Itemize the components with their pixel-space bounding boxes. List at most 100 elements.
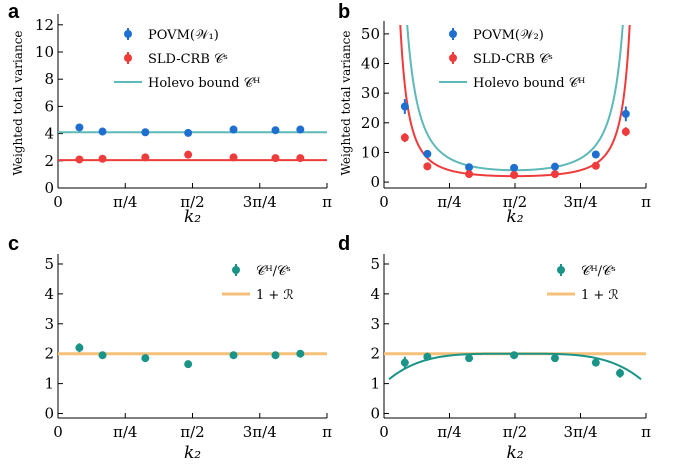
x-tick-label: 3π/4 [243,193,277,211]
legend-label: POVM(𝒲₁) [148,28,219,43]
y-tick-label: 4 [44,285,54,303]
panel-b: b 0 10 20 30 40 50 0 π/4 π/2 3π/4 π k₂ Weighted total… [338,1,651,227]
x-axis-label-d: k₂ [506,443,523,463]
y-tick-label: 0 [44,405,54,423]
panel-a: a 0 2 4 6 8 10 12 0 π/4 π/2 3π/4 π k₂ Weighted total v… [8,1,332,227]
data-point [229,153,238,162]
y-tick-label: 10 [361,143,380,161]
data-point [465,163,474,172]
y-tick-label: 3 [44,315,54,333]
legend-marker [232,266,240,274]
data-point [184,150,193,159]
y-tick-label: 4 [44,125,54,143]
x-tick-label: π/4 [437,423,461,441]
legend-label: POVM(𝒲₂) [473,28,544,43]
data-point [271,154,280,163]
y-tick-label: 5 [370,255,380,273]
data-point [141,153,150,162]
legend-label: SLD-CRB 𝒞ˢ [473,52,553,67]
x-tick-label: π [322,193,332,211]
y-axis-label-a: Weighted total variance [11,30,25,175]
legend-marker [449,30,457,38]
x-tick-label: 3π/4 [564,193,598,211]
data-point [98,154,107,163]
data-point [75,123,84,132]
data-point [271,126,280,135]
y-tick-label: 1 [44,375,54,393]
data-point [400,102,409,111]
x-axis-label-b: k₂ [506,207,523,227]
legend-marker [124,30,132,38]
data-point [184,360,193,369]
data-point [98,351,107,360]
x-tick-label: 3π/4 [564,423,598,441]
data-point [550,354,559,363]
panel-label-c: c [8,233,19,255]
y-tick-label: 10 [35,43,54,61]
data-point [98,127,107,136]
y-tick-label: 2 [44,152,54,170]
x-axis-label-a: k₂ [184,207,201,227]
data-point [550,162,559,171]
legend-label: 𝒞ᴴ/𝒞ˢ [581,264,616,279]
data-point [591,358,600,367]
data-point [621,109,630,118]
data-point [296,349,305,358]
data-point [75,155,84,164]
data-point [271,351,280,360]
data-point [510,351,519,360]
legend-label: 1 + ℛ [256,288,294,303]
x-tick-label: π/2 [503,423,527,441]
y-tick-label: 2 [370,345,380,363]
data-point [229,351,238,360]
data-point [465,170,474,179]
x-tick-label: π/4 [437,193,461,211]
y-tick-label: 40 [361,55,380,73]
data-point [465,354,474,363]
data-point [423,352,432,361]
y-tick-label: 0 [44,179,54,197]
y-tick-label: 6 [44,97,54,115]
data-point [550,170,559,179]
y-tick-label: 1 [370,375,380,393]
data-point [400,133,409,142]
legend-marker [557,266,565,274]
data-point [400,358,409,367]
y-tick-label: 0 [370,173,380,191]
data-point [296,154,305,163]
panel-c: c 0 1 2 3 4 5 0 π/4 π/2 3π/4 π k₂ 𝒞ᴴ/𝒞ˢ 1 + ℛ [8,233,332,463]
legend-marker [449,54,457,62]
y-tick-label: 2 [44,345,54,363]
data-point [141,128,150,137]
data-point [510,163,519,172]
x-tick-label: 0 [379,423,389,441]
legend-marker [124,54,132,62]
x-tick-label: π/2 [503,193,527,211]
panel-d: d 0 1 2 3 4 5 0 π/4 π/2 3π/4 π k₂ 𝒞ᴴ/𝒞ˢ 1 + ℛ [338,233,651,463]
x-tick-label: π/2 [180,193,204,211]
x-tick-label: π [641,423,651,441]
x-axis-label-c: k₂ [184,443,201,463]
y-tick-label: 20 [361,114,380,132]
data-point [423,162,432,171]
data-point [591,161,600,170]
y-tick-label: 12 [35,16,54,34]
y-tick-label: 30 [361,84,380,102]
x-tick-label: π/2 [180,423,204,441]
y-tick-label: 5 [44,255,54,273]
y-tick-label: 3 [370,315,380,333]
legend-label: 1 + ℛ [581,288,619,303]
x-tick-label: π [322,423,332,441]
x-tick-label: 0 [53,193,63,211]
panel-label-d: d [338,233,350,255]
legend-label: Holevo bound 𝒞ᴴ [148,76,260,91]
legend-label: 𝒞ᴴ/𝒞ˢ [256,264,291,279]
y-tick-label: 0 [370,405,380,423]
data-point [591,150,600,159]
data-point [510,170,519,179]
data-point [184,128,193,137]
y-tick-label: 50 [361,25,380,43]
data-point [423,149,432,158]
x-tick-label: π [641,193,651,211]
